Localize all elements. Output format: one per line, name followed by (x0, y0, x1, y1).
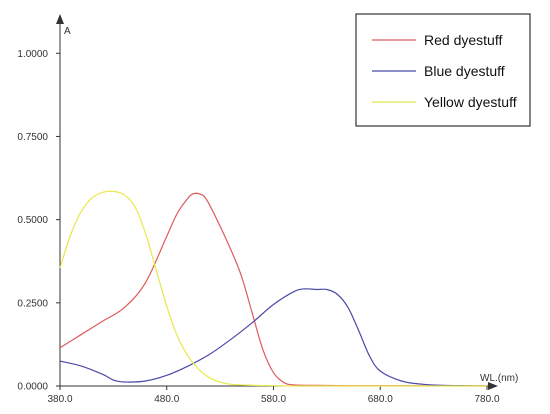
y-tick-label: 0.0000 (17, 382, 48, 393)
x-tick-label: 480.0 (154, 394, 179, 405)
x-tick-label: 380.0 (47, 394, 72, 405)
red-dyestuff-line (59, 192, 488, 387)
x-tick-label: 580.0 (261, 394, 286, 405)
legend: Red dyestuff Blue dyestuff Yellow dyestu… (355, 13, 531, 127)
legend-label-red: Red dyestuff (424, 32, 502, 48)
y-tick-label: 0.5000 (17, 215, 48, 226)
yellow-dyestuff-line (59, 190, 487, 387)
x-axis-arrow (488, 382, 498, 390)
legend-label-yellow: Yellow dyestuff (424, 94, 517, 110)
y-tick-label: 1.0000 (17, 49, 48, 60)
x-tick-label: 680.0 (368, 394, 393, 405)
legend-box (355, 13, 531, 127)
y-tick-label: 0.2500 (17, 298, 48, 309)
y-tick-label: 0.7500 (17, 132, 48, 143)
x-axis-label: WL.(nm) (480, 373, 518, 384)
ticks: 380.0 480.0 580.0 680.0 780.0 0.0000 0.2500 0.5… (17, 49, 500, 405)
series-lines (59, 190, 488, 387)
x-tick-label: 780.0 (474, 394, 499, 405)
blue-dyestuff-line (59, 288, 488, 387)
y-axis-arrow (56, 14, 64, 24)
y-axis-label: A (64, 26, 71, 37)
legend-label-blue: Blue dyestuff (424, 63, 505, 79)
